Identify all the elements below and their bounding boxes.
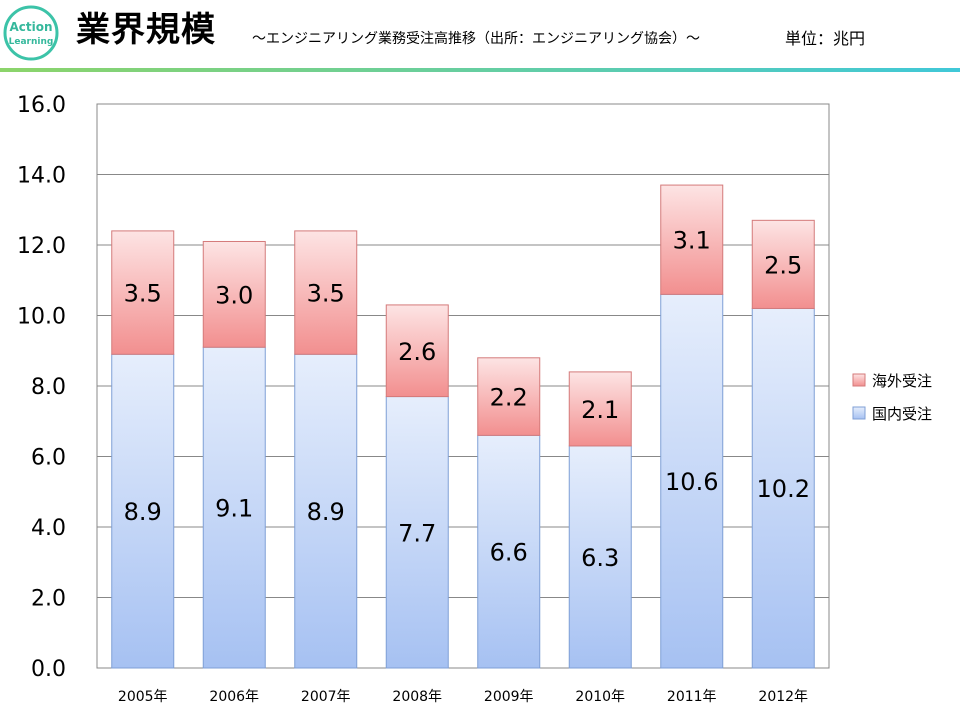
bar-domestic <box>477 434 541 669</box>
bar-overseas <box>660 184 724 295</box>
data-label-domestic: 10.6 <box>665 468 718 496</box>
stacked-bar-chart: 0.0 2.0 4.0 6.0 8.0 10.0 12.0 14.0 16.0 8.9 3.5 200… <box>17 93 932 705</box>
x-tick-label: 2008年 <box>392 689 442 705</box>
data-label-domestic: 8.9 <box>124 498 162 526</box>
page-subtitle: ～エンジニアリング業務受注高推移（出所：エンジニアリング協会）～ <box>252 31 700 47</box>
legend-label: 海外受注 <box>872 372 932 390</box>
bar-domestic <box>111 353 175 669</box>
data-label-overseas: 3.5 <box>124 280 162 308</box>
y-tick-label: 8.0 <box>31 375 66 400</box>
bar-overseas <box>202 240 266 348</box>
header-rule <box>0 68 960 72</box>
logo-text-learning: Learning <box>9 37 54 47</box>
y-tick-label: 10.0 <box>17 305 66 330</box>
bar-domestic <box>751 307 815 669</box>
bar-overseas <box>385 304 449 398</box>
data-label-overseas: 2.2 <box>490 384 528 412</box>
data-label-domestic: 6.3 <box>581 544 619 572</box>
data-label-domestic: 7.7 <box>398 519 436 547</box>
y-tick-label: 2.0 <box>31 587 66 612</box>
logo-ring <box>3 5 59 61</box>
bar-overseas <box>477 357 541 436</box>
x-tick-label: 2011年 <box>667 689 717 705</box>
y-tick-label: 16.0 <box>17 93 66 118</box>
bar-domestic <box>568 445 632 669</box>
y-tick-label: 6.0 <box>31 446 66 471</box>
data-label-overseas: 3.5 <box>307 280 345 308</box>
x-tick-label: 2005年 <box>118 689 168 705</box>
x-tick-label: 2006年 <box>209 689 259 705</box>
data-label-domestic: 10.2 <box>757 475 810 503</box>
bar-overseas <box>568 371 632 447</box>
y-tick-label: 4.0 <box>31 516 66 541</box>
data-label-domestic: 6.6 <box>490 539 528 567</box>
legend-label: 国内受注 <box>872 405 932 423</box>
legend-swatch <box>852 406 866 420</box>
x-tick-label: 2009年 <box>484 689 534 705</box>
data-label-overseas: 2.5 <box>764 251 802 279</box>
data-label-overseas: 3.1 <box>673 227 711 255</box>
y-tick-label: 0.0 <box>31 657 66 682</box>
y-tick-label: 12.0 <box>17 234 66 259</box>
data-label-domestic: 9.1 <box>215 495 253 523</box>
data-label-overseas: 2.1 <box>581 396 619 424</box>
action-learning-logo: Action Learning <box>3 5 59 61</box>
x-tick-label: 2012年 <box>758 689 808 705</box>
data-label-overseas: 3.0 <box>215 281 253 309</box>
data-label-overseas: 2.6 <box>398 338 436 366</box>
bar-domestic <box>385 396 449 669</box>
data-label-domestic: 8.9 <box>307 498 345 526</box>
bar-overseas <box>111 230 175 355</box>
x-tick-label: 2007年 <box>301 689 351 705</box>
page-title: 業界規模 <box>76 10 216 50</box>
bar-domestic <box>294 353 358 669</box>
bar-overseas <box>751 219 815 309</box>
bar-domestic <box>660 293 724 669</box>
unit-label: 単位：兆円 <box>785 29 866 48</box>
y-tick-label: 14.0 <box>17 164 66 189</box>
x-tick-label: 2010年 <box>575 689 625 705</box>
legend-swatch <box>852 373 866 387</box>
bar-overseas <box>294 230 358 355</box>
logo-text-action: Action <box>9 20 52 34</box>
